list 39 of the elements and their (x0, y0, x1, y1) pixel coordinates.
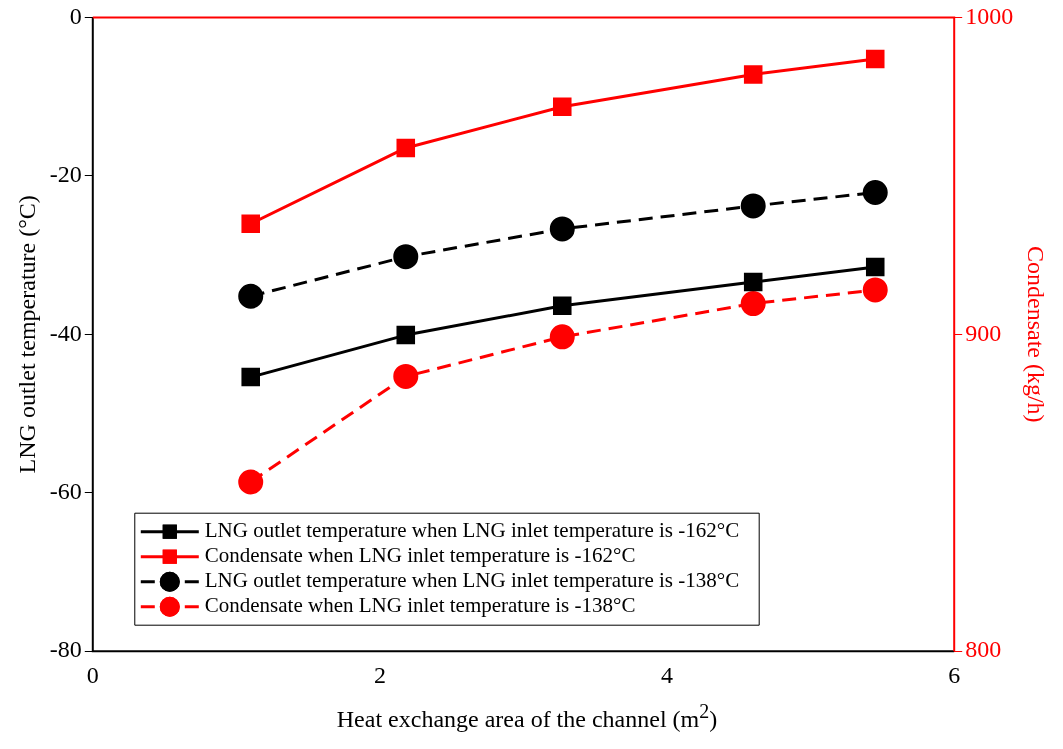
y-tick-label: -80 (49, 636, 82, 663)
x-tick-label: 0 (86, 661, 99, 688)
point (862, 277, 888, 303)
x-tick-label: 4 (661, 661, 674, 688)
y2-tick-label: 1000 (965, 2, 1014, 29)
point (862, 179, 888, 205)
y-axis-title: LNG outlet temperature (°C) (13, 195, 40, 474)
point (743, 272, 763, 292)
y2-axis-title: Condensate (kg/h) (1023, 245, 1050, 423)
y-tick-label: -40 (49, 319, 82, 346)
point (396, 138, 416, 158)
point (238, 469, 264, 495)
point (549, 216, 575, 242)
point (743, 65, 763, 84)
point (393, 244, 419, 270)
legend-label: Condensate when LNG inlet temperature is -162°C (204, 543, 636, 568)
point (396, 325, 416, 345)
point (740, 193, 766, 219)
y-tick-label: 0 (69, 2, 82, 29)
legend-label: LNG outlet temperature when LNG inlet temperature is -162°C (204, 518, 740, 543)
point (865, 49, 885, 69)
y2-tick-label: 900 (965, 319, 1002, 346)
point (865, 257, 885, 277)
point (740, 291, 766, 317)
point (241, 367, 260, 387)
legend-label: LNG outlet temperature when LNG inlet temperature is -138°C (204, 568, 740, 593)
y-tick-label: -20 (49, 161, 82, 188)
point (549, 324, 575, 350)
x-tick-label: 2 (373, 661, 386, 688)
point (552, 97, 572, 117)
point (241, 214, 260, 233)
point (552, 296, 572, 316)
y-tick-label: -60 (49, 478, 82, 505)
x-tick-label: 6 (948, 661, 961, 688)
point (238, 283, 264, 309)
y2-tick-label: 800 (965, 636, 1002, 663)
legend-label: Condensate when LNG inlet temperature is -138°C (204, 593, 636, 618)
x-axis-title: Heat exchange area of the channel (m$^{2}$) (335, 700, 719, 733)
point (393, 363, 419, 389)
